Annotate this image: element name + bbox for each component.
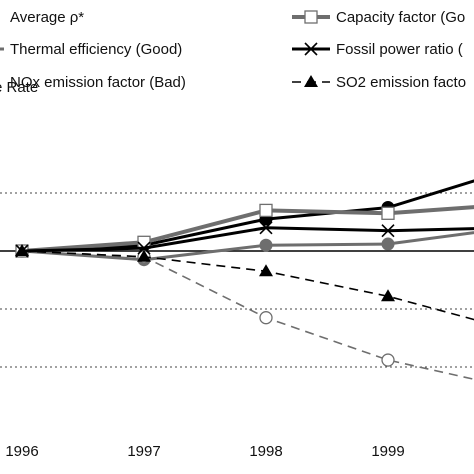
x-axis-ticks: 19961997199819992000 [5, 443, 404, 460]
legend-swatch-marker-4 [304, 42, 318, 56]
series-1 [15, 231, 474, 267]
legend-swatch-marker-5 [304, 75, 318, 87]
legend-label-4: Fossil power ratio ( [336, 41, 463, 58]
legend-item-3: Capacity factor (Go [292, 9, 465, 26]
legend-swatch-marker-4-b [304, 42, 318, 56]
series-4-point-1 [137, 241, 151, 255]
y-axis-label: e Rate [0, 79, 38, 96]
series-4 [15, 221, 474, 258]
legend-label-0: Average ρ* [10, 9, 84, 26]
legend-label-3: Capacity factor (Go [336, 9, 465, 26]
series-1-point-2 [259, 238, 273, 252]
series-3-point-2 [259, 203, 273, 218]
series-5-point-3 [381, 289, 395, 302]
series-4-point-2 [259, 221, 273, 235]
series-3-point-3 [381, 206, 395, 220]
series-1-point-3 [381, 237, 395, 251]
legend-label-5: SO2 emission facto [336, 74, 466, 91]
legend: Average ρ* Thermal efficiency (Good) NOx e… [0, 9, 466, 91]
series-5-point-1 [137, 249, 151, 262]
legend-label-2: NOx emission factor (Bad) [10, 74, 186, 91]
series-4-point-3 [381, 224, 395, 238]
series-5-point-2 [259, 264, 273, 277]
series-4-point-1-b [137, 241, 151, 255]
legend-item-1: Thermal efficiency (Good) [0, 41, 182, 58]
series-4-point-2-b [259, 221, 273, 235]
series-line-5 [21, 250, 474, 321]
x-tick-label-1996: 1996 [5, 443, 38, 460]
legend-swatch-marker-3 [304, 10, 318, 24]
legend-item-5: SO2 emission facto [292, 74, 466, 91]
series-lines [15, 179, 474, 381]
x-tick-label-1997: 1997 [127, 443, 160, 460]
series-line-3 [21, 205, 474, 253]
series-2 [15, 244, 474, 381]
x-tick-label-1999: 1999 [371, 443, 404, 460]
legend-item-0: Average ρ* [10, 9, 84, 26]
legend-label-1: Thermal efficiency (Good) [10, 41, 182, 58]
legend-item-4: Fossil power ratio ( [292, 41, 463, 58]
series-5 [15, 244, 474, 321]
series-5-point-0 [15, 244, 29, 256]
x-tick-label-1998: 1998 [249, 443, 282, 460]
series-4-point-3-b [381, 224, 395, 238]
series-2-point-2 [259, 311, 273, 325]
series-2-point-3 [381, 353, 395, 367]
legend-item-2: NOx emission factor (Bad) [10, 74, 186, 91]
